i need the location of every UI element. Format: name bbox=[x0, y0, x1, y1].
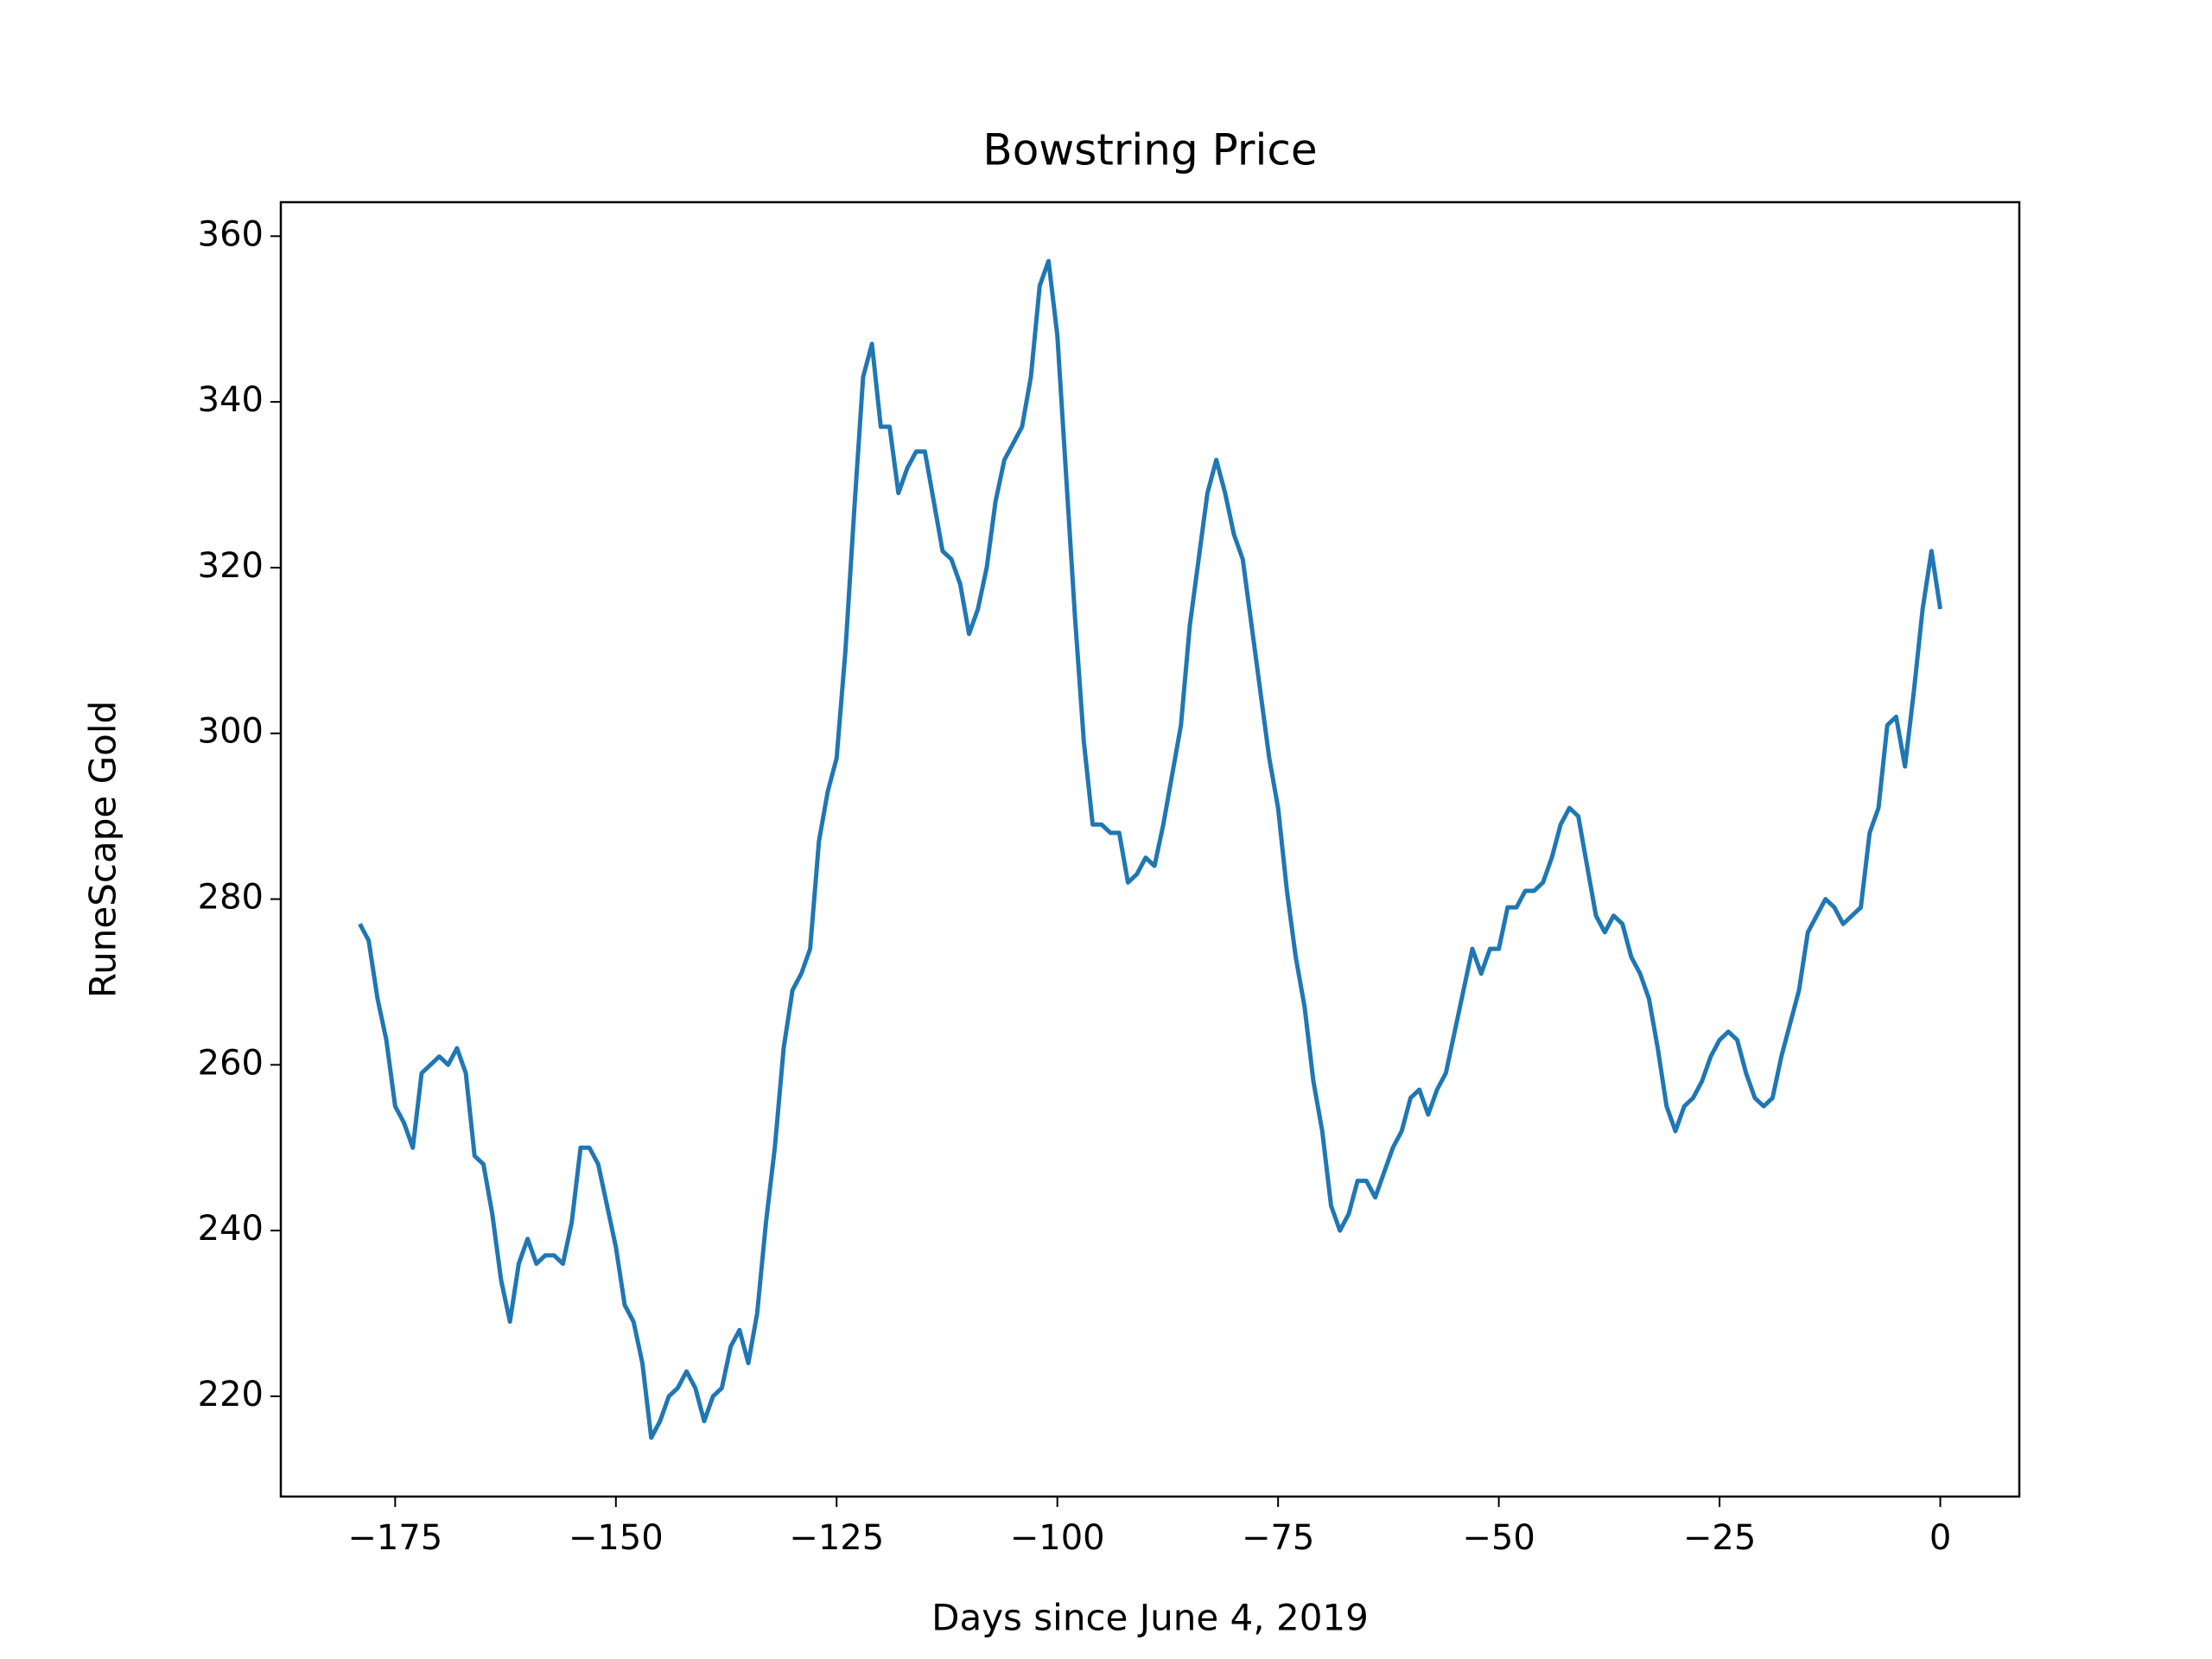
data-line bbox=[358, 258, 1943, 1440]
y-tick-label: 280 bbox=[198, 878, 264, 918]
y-tick-label: 320 bbox=[198, 546, 264, 586]
x-tick-label: −125 bbox=[789, 1518, 884, 1558]
y-tick-label: 220 bbox=[198, 1375, 264, 1414]
y-tick-label: 360 bbox=[198, 214, 264, 254]
plot-frame bbox=[279, 200, 2021, 1498]
chart-title: Bowstring Price bbox=[982, 125, 1317, 175]
y-tick-label: 300 bbox=[198, 712, 264, 752]
x-tick-label: −25 bbox=[1683, 1518, 1756, 1558]
y-tick-label: 260 bbox=[198, 1043, 264, 1083]
x-tick-label: −100 bbox=[1010, 1518, 1105, 1558]
x-tick-label: 0 bbox=[1929, 1518, 1951, 1558]
y-axis-label: RuneScape Gold bbox=[82, 701, 124, 998]
x-tick-label: −150 bbox=[569, 1518, 664, 1558]
y-tick-label: 340 bbox=[198, 380, 264, 420]
x-tick-label: −50 bbox=[1462, 1518, 1535, 1558]
x-tick-label: −175 bbox=[347, 1518, 442, 1558]
x-axis-label: Days since June 4, 2019 bbox=[931, 1597, 1369, 1639]
x-tick-label: −75 bbox=[1242, 1518, 1314, 1558]
y-tick-label: 240 bbox=[198, 1209, 264, 1249]
